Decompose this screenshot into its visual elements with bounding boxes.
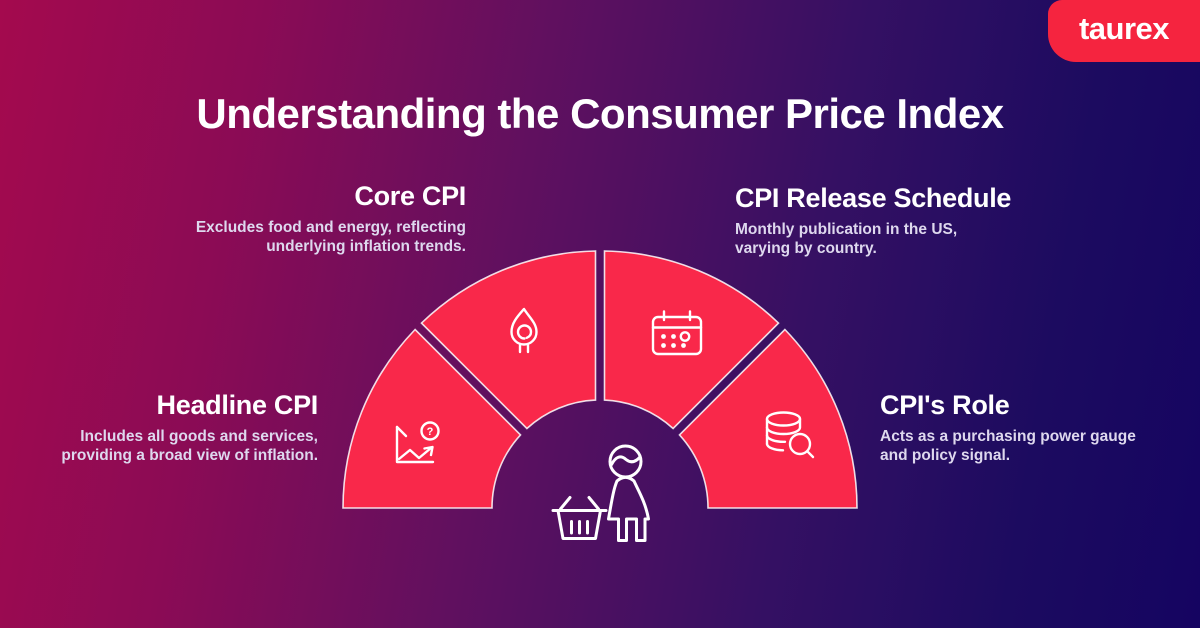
page-title: Understanding the Consumer Price Index bbox=[196, 90, 1004, 137]
cpis-role-line-2: and policy signal. bbox=[880, 447, 1011, 464]
card-headline-cpi: Headline CPI Includes all goods and serv… bbox=[61, 390, 318, 465]
cpis-role-heading: CPI's Role bbox=[880, 390, 1010, 420]
headline-cpi-heading: Headline CPI bbox=[156, 390, 319, 420]
segment-core-cpi bbox=[420, 250, 597, 430]
cpi-release-schedule-line-1: Monthly publication in the US, bbox=[735, 221, 958, 238]
trend-chart-question-icon: ? bbox=[395, 421, 440, 464]
cpi-release-schedule-line-2: varying by country. bbox=[735, 240, 877, 257]
calendar-icon bbox=[651, 310, 703, 356]
flame-icon bbox=[510, 307, 538, 354]
card-cpi-release-schedule: CPI Release Schedule Monthly publication… bbox=[735, 183, 1011, 258]
taurex-logo: taurex bbox=[1048, 0, 1200, 62]
shopping-basket bbox=[551, 496, 608, 540]
headline-cpi-line-1: Includes all goods and services, bbox=[80, 428, 318, 445]
shopper-body bbox=[607, 475, 650, 542]
segment-cpis-role bbox=[678, 328, 858, 509]
core-cpi-line-2: underlying inflation trends. bbox=[266, 238, 466, 255]
core-cpi-line-1: Excludes food and energy, reflecting bbox=[195, 219, 466, 236]
segment-headline-cpi bbox=[342, 328, 522, 509]
question-mark-glyph: ? bbox=[427, 426, 434, 438]
card-core-cpi: Core CPI Excludes food and energy, refle… bbox=[196, 181, 466, 256]
cpi-release-schedule-heading: CPI Release Schedule bbox=[735, 183, 1012, 213]
database-search-icon bbox=[765, 411, 815, 459]
core-cpi-heading: Core CPI bbox=[354, 181, 466, 211]
segment-cpi-release-schedule bbox=[603, 250, 780, 430]
cpis-role-line-1: Acts as a purchasing power gauge bbox=[880, 428, 1136, 445]
shopper-with-basket-icon bbox=[551, 444, 650, 542]
card-cpis-role: CPI's Role Acts as a purchasing power ga… bbox=[880, 390, 1136, 465]
taurex-logo-text: taurex bbox=[1078, 11, 1170, 46]
headline-cpi-line-2: providing a broad view of inflation. bbox=[61, 447, 318, 464]
shopper-hair bbox=[610, 455, 642, 466]
